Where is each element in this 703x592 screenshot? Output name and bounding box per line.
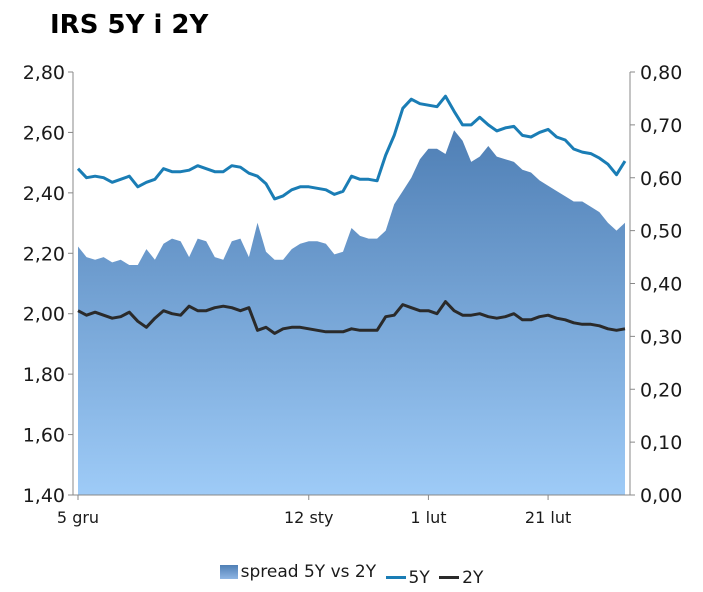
right-tick-label: 0,40: [640, 274, 682, 296]
right-tick-label: 0,70: [640, 115, 682, 137]
right-tick-label: 0,00: [640, 485, 682, 507]
right-tick-label: 0,30: [640, 326, 682, 348]
spread-area-layer: [78, 130, 625, 495]
right-tick-label: 0,50: [640, 221, 682, 243]
chart-canvas: 1,40 1,60 1,80 2,00 2,20 2,40 2,60 2,80 0,00 0,10…: [23, 62, 683, 527]
left-tick-label: 2,80: [23, 62, 65, 84]
series-5y-line: [76, 94, 627, 201]
legend-swatch-spread: [219, 565, 238, 579]
left-tick-label: 2,60: [23, 122, 65, 144]
x-tick-label: 5 gru: [57, 508, 99, 527]
right-tick-label: 0,60: [640, 168, 682, 190]
x-tick-label: 1 lut: [410, 508, 446, 527]
legend-label-2y: 2Y: [462, 567, 484, 588]
lines-layer: [76, 94, 627, 335]
x-tick-label: 12 sty: [284, 508, 334, 527]
series-2y-line: [77, 300, 626, 335]
series-spread-area: [78, 130, 625, 495]
tick-labels-layer: 1,40 1,60 1,80 2,00 2,20 2,40 2,60 2,80 0,00 0,10…: [23, 62, 683, 527]
legend: spread 5Y vs 2Y 5Y 2Y: [0, 562, 703, 588]
x-tick-label: 21 lut: [525, 508, 571, 527]
legend-item-2y: 2Y: [439, 568, 483, 588]
legend-swatch-5y: [385, 576, 406, 579]
legend-label-spread: spread 5Y vs 2Y: [240, 562, 377, 582]
left-tick-label: 1,80: [23, 364, 65, 386]
legend-swatch-2y: [439, 576, 460, 579]
left-tick-label: 1,40: [23, 485, 65, 507]
right-tick-label: 0,10: [640, 432, 682, 454]
chart-title: IRS 5Y i 2Y: [50, 10, 209, 40]
left-tick-label: 2,40: [23, 183, 65, 205]
left-tick-label: 2,20: [23, 243, 65, 265]
right-tick-label: 0,80: [640, 62, 682, 84]
legend-label-5y: 5Y: [408, 567, 430, 588]
left-tick-label: 1,60: [23, 425, 65, 447]
legend-item-spread: spread 5Y vs 2Y: [219, 562, 377, 582]
left-tick-label: 2,00: [23, 304, 65, 326]
right-tick-label: 0,20: [640, 379, 682, 401]
legend-item-5y: 5Y: [385, 567, 430, 588]
